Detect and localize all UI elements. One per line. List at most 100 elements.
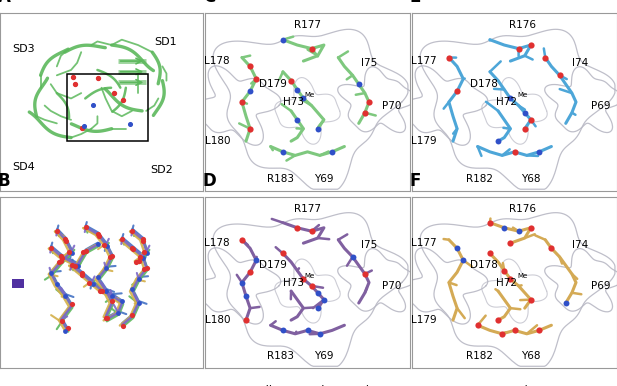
Point bbox=[131, 259, 141, 265]
Point bbox=[505, 240, 515, 246]
Point bbox=[118, 97, 128, 103]
Point bbox=[313, 125, 323, 132]
Text: H73: H73 bbox=[283, 97, 304, 107]
Point bbox=[307, 228, 317, 234]
Point bbox=[473, 322, 482, 328]
Point bbox=[292, 86, 302, 93]
Point bbox=[444, 54, 454, 61]
Point bbox=[114, 310, 123, 316]
Text: D178: D178 bbox=[470, 261, 498, 271]
Point bbox=[237, 237, 247, 243]
Text: L180: L180 bbox=[205, 315, 230, 325]
Text: L180: L180 bbox=[205, 136, 230, 146]
Text: R182: R182 bbox=[466, 351, 493, 361]
Point bbox=[497, 331, 507, 337]
Point bbox=[452, 88, 462, 95]
Point bbox=[102, 315, 112, 321]
Point bbox=[278, 327, 288, 334]
Text: B: B bbox=[0, 172, 10, 190]
Text: I74: I74 bbox=[572, 58, 588, 68]
Point bbox=[60, 293, 70, 299]
Point bbox=[64, 249, 74, 255]
Point bbox=[52, 281, 62, 287]
Polygon shape bbox=[482, 78, 547, 144]
Point bbox=[93, 274, 103, 280]
Point bbox=[102, 243, 112, 249]
Point bbox=[128, 286, 138, 292]
Point bbox=[251, 76, 261, 82]
Point bbox=[286, 78, 296, 84]
Text: Y68: Y68 bbox=[521, 351, 540, 361]
Point bbox=[139, 249, 149, 255]
Point bbox=[526, 225, 536, 231]
Text: H72: H72 bbox=[496, 278, 517, 288]
Point bbox=[57, 253, 67, 259]
Point bbox=[510, 327, 520, 334]
Point bbox=[493, 138, 503, 144]
Text: F: F bbox=[410, 172, 421, 190]
Point bbox=[107, 253, 117, 259]
Point bbox=[67, 301, 77, 308]
Point bbox=[128, 245, 138, 251]
Point bbox=[143, 250, 152, 256]
Point bbox=[134, 276, 144, 282]
Text: I75: I75 bbox=[361, 58, 377, 68]
Polygon shape bbox=[398, 66, 487, 145]
Point bbox=[313, 290, 323, 296]
Point bbox=[292, 225, 302, 231]
Point bbox=[93, 75, 102, 81]
Point bbox=[319, 296, 329, 303]
Point bbox=[237, 279, 247, 286]
Point bbox=[485, 220, 495, 226]
Point bbox=[68, 74, 78, 80]
Point bbox=[60, 328, 70, 334]
Point bbox=[514, 228, 524, 234]
Point bbox=[245, 125, 255, 132]
Point bbox=[73, 263, 83, 269]
Point bbox=[526, 42, 536, 48]
Text: Skeletal muscle α-actin: Skeletal muscle α-actin bbox=[239, 209, 376, 222]
Polygon shape bbox=[213, 213, 408, 366]
Point bbox=[118, 323, 128, 329]
Point bbox=[526, 117, 536, 123]
Text: H72: H72 bbox=[496, 97, 517, 107]
Text: Me: Me bbox=[518, 92, 528, 98]
Point bbox=[534, 327, 544, 334]
Point bbox=[292, 117, 302, 123]
Text: R177: R177 bbox=[294, 204, 321, 214]
Point bbox=[62, 325, 72, 332]
Text: L177: L177 bbox=[412, 238, 437, 248]
Text: L179: L179 bbox=[412, 315, 437, 325]
Point bbox=[101, 265, 111, 271]
Text: P70: P70 bbox=[382, 281, 401, 291]
Point bbox=[510, 149, 520, 155]
Polygon shape bbox=[275, 78, 340, 144]
Text: P69: P69 bbox=[591, 101, 610, 110]
Point bbox=[245, 88, 255, 95]
Bar bbox=[12, 279, 24, 288]
Text: R176: R176 bbox=[509, 20, 536, 30]
Point bbox=[364, 99, 374, 105]
Polygon shape bbox=[337, 249, 416, 312]
Point bbox=[54, 259, 64, 265]
Point bbox=[128, 312, 138, 318]
Point bbox=[79, 123, 89, 129]
Point bbox=[105, 254, 115, 260]
Text: R177: R177 bbox=[294, 20, 321, 30]
Point bbox=[46, 245, 56, 251]
Point bbox=[97, 288, 107, 294]
Point bbox=[505, 95, 515, 102]
Point bbox=[125, 121, 135, 127]
Point bbox=[138, 255, 148, 261]
Text: R176: R176 bbox=[509, 204, 536, 214]
Point bbox=[67, 250, 77, 256]
Point bbox=[46, 270, 56, 276]
Point bbox=[117, 236, 127, 242]
Text: L178: L178 bbox=[204, 238, 230, 248]
Point bbox=[93, 241, 103, 247]
Text: SD3: SD3 bbox=[12, 44, 35, 54]
Point bbox=[245, 63, 255, 69]
Point bbox=[57, 258, 67, 264]
Point bbox=[117, 298, 127, 304]
Point bbox=[520, 125, 529, 132]
